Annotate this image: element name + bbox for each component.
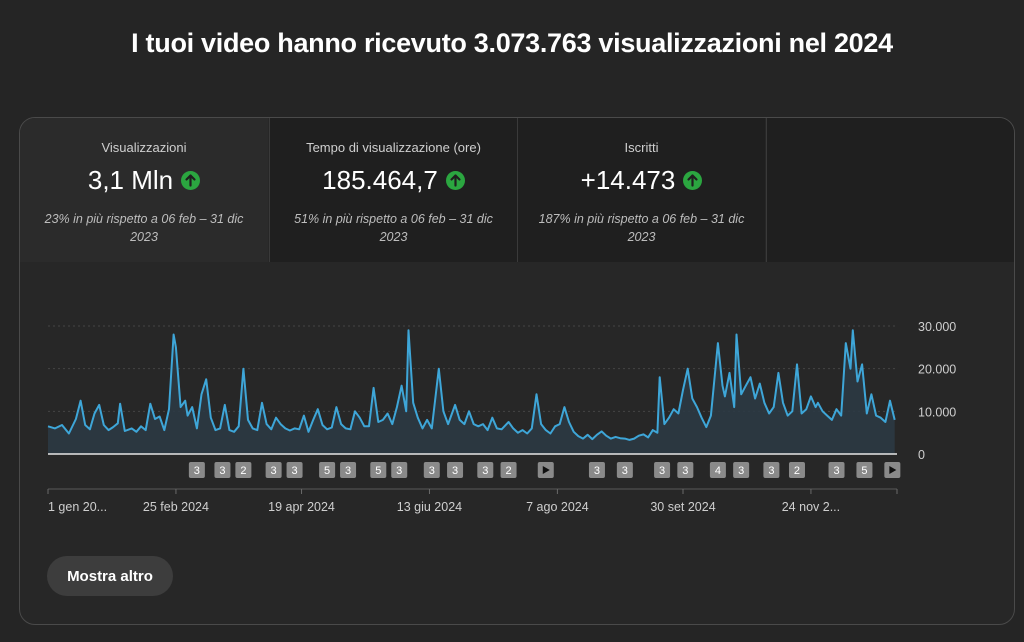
upload-marker [319,462,336,478]
upload-marker-count: 3 [291,465,297,477]
upload-marker-count: 3 [194,465,200,477]
upload-marker-count: 5 [375,465,381,477]
upload-marker [733,462,750,478]
upload-marker [235,462,252,478]
metric-value-text: +14.473 [580,165,676,195]
upload-marker [654,462,671,478]
metric-tab-subscribers[interactable]: Iscritti +14.473 187% in più rispetto a … [517,118,765,262]
upload-marker-count: 3 [738,465,744,477]
play-icon [542,466,550,474]
upload-marker-count: 3 [622,465,628,477]
x-tick-label: 1 gen 20... [48,500,107,514]
upload-marker-count: 2 [505,465,511,477]
upload-marker-count: 3 [219,465,225,477]
arrow-up-icon [683,171,703,190]
upload-marker [788,462,805,478]
metric-tab-empty [766,118,1014,262]
y-tick-label: 10.000 [918,405,956,419]
x-tick-label: 25 feb 2024 [143,500,209,514]
upload-marker [391,462,408,478]
upload-marker-count: 3 [396,465,402,477]
views-chart: 30.000 20.000 10.000 0 3 3 2 3 3 5 3 5 3 3 3 3 2 3 3 3 3 4 3 3 2… [47,320,956,514]
upload-marker-count: 3 [429,465,435,477]
metric-tabs: Visualizzazioni 3,1 Mln 23% in più rispe… [20,118,1014,262]
upload-marker [447,462,464,478]
metric-value-text: 185.464,7 [322,165,438,195]
upload-marker [763,462,780,478]
metric-label: Iscritti [624,140,659,155]
upload-marker [500,462,517,478]
upload-marker [709,462,726,478]
upload-marker [856,462,873,478]
upload-marker-count: 3 [452,465,458,477]
metric-comparison: 23% in più rispetto a 06 feb – 31 dic 20… [44,212,244,244]
metric-label: Visualizzazioni [101,140,187,155]
x-tick-label: 13 giu 2024 [397,500,462,514]
show-more-button[interactable]: Mostra altro [47,556,173,596]
upload-marker [588,462,605,478]
upload-marker-count: 3 [682,465,688,477]
upload-marker [370,462,387,478]
upload-marker [265,462,282,478]
metric-tab-views[interactable]: Visualizzazioni 3,1 Mln 23% in più rispe… [20,118,268,262]
upload-marker [616,462,633,478]
metric-value-text: 3,1 Mln [87,165,174,195]
x-tick-label: 30 set 2024 [650,500,715,514]
upload-marker-count: 3 [768,465,774,477]
metric-value: 185.464,7 [270,165,517,196]
metric-comparison: 51% in più rispetto a 06 feb – 31 dic 20… [294,212,493,244]
upload-marker-count: 5 [324,465,330,477]
area-fill [48,330,895,454]
y-tick-label: 0 [918,448,925,462]
metric-comparison: 187% in più rispetto a 06 feb – 31 dic 2… [538,212,745,244]
metric-value: 3,1 Mln [20,165,268,196]
x-tick-label: 7 ago 2024 [526,500,589,514]
metric-value: +14.473 [518,165,765,196]
upload-marker [286,462,303,478]
arrow-up-icon [445,171,465,190]
x-tick-label: 19 apr 2024 [268,500,335,514]
upload-marker-count: 3 [659,465,665,477]
y-tick-label: 30.000 [918,320,956,334]
upload-marker [188,462,205,478]
upload-marker-count: 3 [271,465,277,477]
metric-label: Tempo di visualizzazione (ore) [306,140,481,155]
upload-marker [477,462,494,478]
analytics-card: Visualizzazioni 3,1 Mln 23% in più rispe… [19,117,1015,625]
page-title: I tuoi video hanno ricevuto 3.073.763 vi… [131,28,893,58]
upload-marker-count: 2 [240,465,246,477]
upload-marker [423,462,440,478]
upload-marker [677,462,694,478]
metric-tab-watch-time[interactable]: Tempo di visualizzazione (ore) 185.464,7… [269,118,517,262]
y-tick-label: 20.000 [918,363,956,377]
upload-marker-count: 5 [861,465,867,477]
upload-marker-count: 3 [833,465,839,477]
arrow-up-icon [181,171,201,190]
upload-marker [340,462,357,478]
upload-marker [828,462,845,478]
upload-marker-count: 2 [794,465,800,477]
upload-marker-count: 3 [594,465,600,477]
upload-marker [214,462,231,478]
upload-marker-count: 4 [715,465,721,477]
views-line [47,329,896,441]
upload-marker-count: 3 [345,465,351,477]
upload-marker-count: 3 [482,465,488,477]
play-icon [889,466,897,474]
x-tick-label: 24 nov 2... [782,500,840,514]
